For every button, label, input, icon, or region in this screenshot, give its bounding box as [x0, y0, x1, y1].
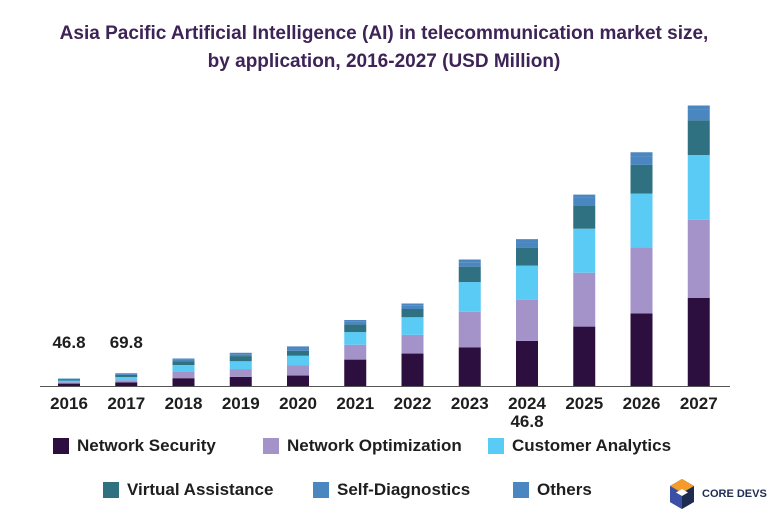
bar-segment-2026-network-security	[630, 313, 653, 386]
bar-segment-2026-others	[630, 152, 653, 157]
annotation-label-2016-0: 46.8	[52, 333, 85, 352]
bar-segment-2022-network-security	[401, 353, 424, 386]
bar-segment-2025-network-security	[573, 326, 596, 386]
bar-segment-2023-virtual-assistance	[458, 266, 481, 283]
x-tick-label-2020: 2020	[279, 394, 317, 413]
annotation-label-2017-1: 69.8	[110, 333, 143, 352]
annotation-label-2024-2: 46.8	[510, 412, 543, 431]
bar-segment-2020-self-diagnostics	[287, 348, 309, 351]
core-devs-logo-icon	[670, 479, 694, 509]
x-tick-label-2016: 2016	[50, 394, 88, 413]
bar-segment-2023-others	[458, 259, 481, 263]
bar-segment-2023-network-security	[458, 347, 481, 386]
x-tick-label-2022: 2022	[394, 394, 432, 413]
bar-segment-2027-self-diagnostics	[687, 109, 710, 121]
bar-segment-2025-others	[573, 194, 596, 198]
chart-title-line-2: by application, 2016-2027 (USD Million)	[207, 51, 561, 72]
bar-segment-2021-self-diagnostics	[344, 321, 367, 325]
x-tick-label-2026: 2026	[623, 394, 661, 413]
bar-segment-2018-customer-analytics	[172, 364, 195, 372]
bar-segment-2025-virtual-assistance	[573, 205, 596, 229]
bar-segment-2026-virtual-assistance	[630, 164, 653, 194]
bar-segment-2021-others	[344, 320, 367, 322]
chart-title-line-1: Asia Pacific Artificial Intelligence (AI…	[59, 23, 709, 44]
chart-title: Asia Pacific Artificial Intelligence (AI…	[0, 20, 768, 76]
bar-segment-2016-virtual-assistance	[58, 379, 80, 381]
bar-segment-2019-customer-analytics	[229, 361, 252, 370]
x-tick-label-2023: 2023	[451, 394, 489, 413]
bar-segment-2026-self-diagnostics	[630, 156, 653, 165]
bar-segment-2020-network-security	[287, 375, 309, 386]
bar-segment-2022-network-optimization	[401, 334, 424, 354]
bar-segment-2019-others	[229, 352, 252, 355]
bar-segment-2017-network-security	[115, 382, 138, 386]
bar-segment-2017-virtual-assistance	[115, 375, 138, 377]
bar-segment-2026-network-optimization	[630, 247, 653, 314]
bar-segment-2016-self-diagnostics	[58, 378, 80, 380]
bar-segment-2018-self-diagnostics	[172, 359, 195, 362]
bar-segment-2027-network-optimization	[687, 219, 710, 298]
core-devs-logo-text: CORE DEVS	[702, 488, 767, 500]
bar-segment-2016-network-optimization	[58, 382, 80, 384]
bar-segment-2022-virtual-assistance	[401, 309, 424, 318]
bar-segment-2016-customer-analytics	[58, 380, 80, 383]
bar-segment-2022-self-diagnostics	[401, 305, 424, 309]
bar-segment-2027-others	[687, 105, 710, 110]
x-tick-label-2024: 2024	[508, 394, 546, 413]
bar-segment-2020-virtual-assistance	[287, 350, 309, 356]
bar-segment-2025-self-diagnostics	[573, 197, 596, 206]
bar-segment-2017-self-diagnostics	[115, 374, 138, 375]
bar-segment-2016-network-security	[58, 383, 80, 386]
bar-segment-2018-virtual-assistance	[172, 361, 195, 365]
bar-segment-2019-network-security	[229, 376, 252, 386]
bar-segment-2021-virtual-assistance	[344, 324, 367, 333]
bar-segment-2024-network-optimization	[516, 299, 538, 341]
x-tick-label-2025: 2025	[565, 394, 603, 413]
bar-segment-2023-network-optimization	[458, 311, 481, 348]
bar-segment-2025-customer-analytics	[573, 228, 596, 273]
bar-segment-2020-customer-analytics	[287, 355, 309, 366]
bar-segment-2024-customer-analytics	[516, 265, 538, 300]
bar-segment-2027-network-security	[687, 298, 710, 386]
bar-segment-2018-others	[172, 358, 195, 360]
bar-segment-2019-network-optimization	[229, 369, 252, 377]
core-devs-logo: CORE DEVS	[668, 478, 767, 510]
bar-segment-2027-customer-analytics	[687, 155, 710, 220]
bar-segment-2025-network-optimization	[573, 272, 596, 327]
x-tick-label-2019: 2019	[222, 394, 260, 413]
bar-segment-2020-others	[287, 346, 309, 349]
x-tick-label-2018: 2018	[165, 394, 203, 413]
bar-segment-2021-network-optimization	[344, 344, 367, 360]
bar-segment-2023-customer-analytics	[458, 282, 481, 312]
bar-segment-2024-others	[516, 239, 538, 243]
bar-segment-2021-network-security	[344, 359, 367, 386]
bar-segment-2027-virtual-assistance	[687, 120, 710, 155]
bar-segment-2019-self-diagnostics	[229, 354, 252, 357]
bar-segment-2017-others	[115, 373, 138, 375]
bar-segment-2022-customer-analytics	[401, 317, 424, 335]
x-tick-label-2017: 2017	[107, 394, 145, 413]
bar-segment-2024-self-diagnostics	[516, 242, 538, 248]
x-tick-label-2027: 2027	[680, 394, 718, 413]
bar-segment-2018-network-security	[172, 378, 195, 386]
bar-segment-2017-network-optimization	[115, 380, 138, 383]
bar-segment-2017-customer-analytics	[115, 376, 138, 381]
bar-segment-2019-virtual-assistance	[229, 356, 252, 362]
bar-segment-2020-network-optimization	[287, 365, 309, 376]
bar-segment-2022-others	[401, 303, 424, 306]
x-tick-label-2021: 2021	[336, 394, 374, 413]
bar-segment-2024-virtual-assistance	[516, 247, 538, 266]
bar-segment-2023-self-diagnostics	[458, 262, 481, 267]
bar-segment-2018-network-optimization	[172, 371, 195, 379]
bar-segment-2026-customer-analytics	[630, 193, 653, 248]
bar-segment-2024-network-security	[516, 340, 538, 386]
bar-segment-2021-customer-analytics	[344, 332, 367, 345]
